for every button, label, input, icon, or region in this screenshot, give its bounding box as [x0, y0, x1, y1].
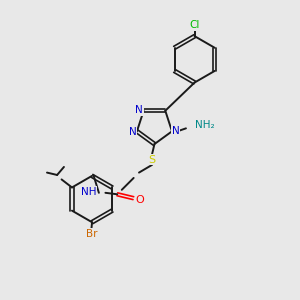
Text: S: S: [148, 154, 156, 164]
Text: N: N: [129, 127, 136, 137]
Text: N: N: [135, 105, 143, 115]
Text: Cl: Cl: [189, 20, 200, 30]
Text: O: O: [136, 195, 145, 205]
Text: Br: Br: [86, 229, 97, 239]
Text: N: N: [172, 126, 179, 136]
Text: NH: NH: [81, 187, 97, 197]
Text: NH₂: NH₂: [195, 120, 214, 130]
